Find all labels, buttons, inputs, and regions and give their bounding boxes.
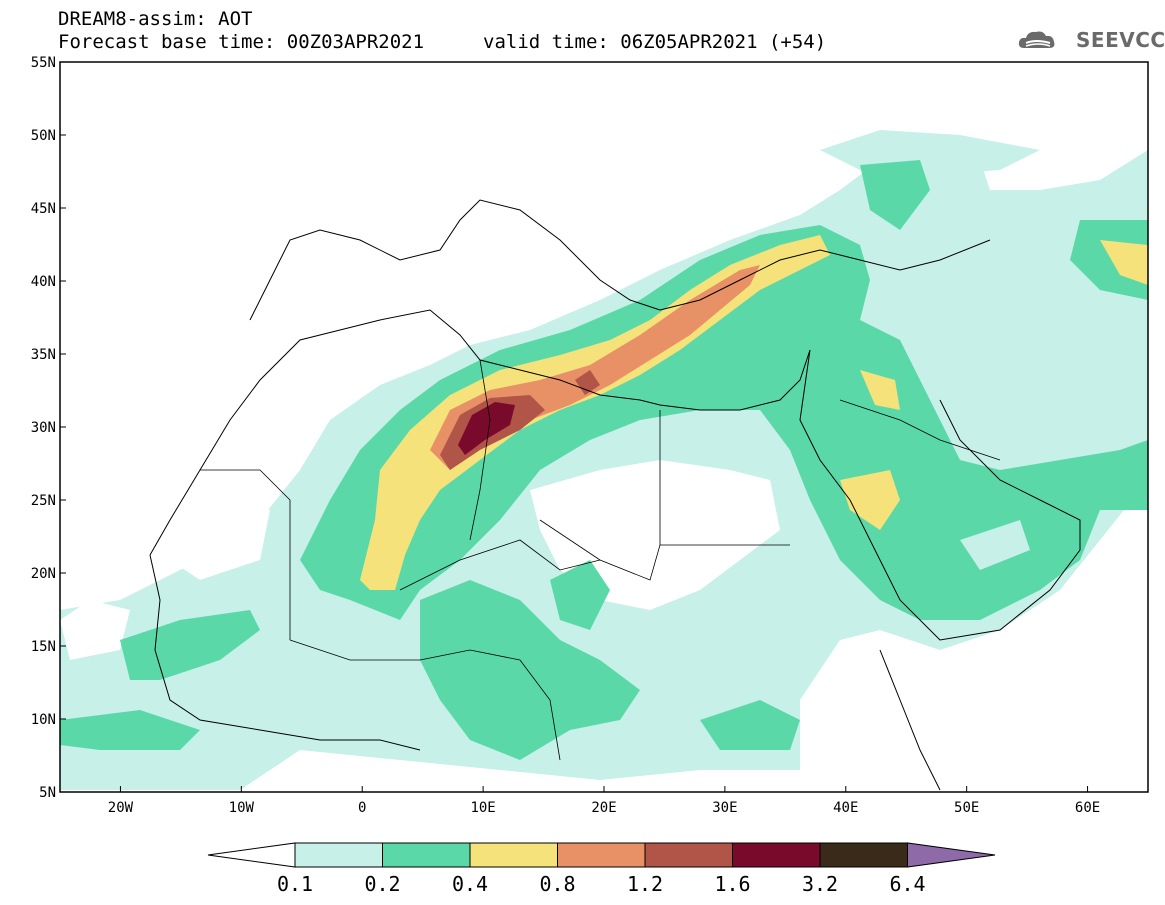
colorbar-label: 0.4 [452,872,488,896]
aot-region-medium [300,225,1148,620]
aot-fields [60,130,1148,790]
lat-tick-label: 30N [31,420,56,436]
lat-tick-label: 15N [31,639,56,655]
lon-tick-label: 50E [954,800,979,816]
colorbar-segment [732,842,821,868]
colorbar-label: 0.1 [277,872,313,896]
colorbar-segment [294,842,383,868]
colorbar-low-triangle [207,842,296,868]
colorbar-high-triangle [907,842,996,868]
lon-tick-label: 30E [712,800,737,816]
lat-tick-label: 45N [31,201,56,217]
lat-tick-label: 35N [31,347,56,363]
lat-tick-label: 25N [31,493,56,509]
colorbar-label: 3.2 [802,872,838,896]
lat-tick-label: 20N [31,566,56,582]
lon-tick-label: 40E [833,800,858,816]
colorbar-segment [644,842,733,868]
lon-tick-label: 10W [229,800,255,816]
lat-tick-label: 40N [31,274,56,290]
colorbar-label: 6.4 [889,872,925,896]
colorbar-segment [469,842,558,868]
valid-time: valid time: 06Z05APR2021 (+54) [483,31,827,53]
lat-tick-label: 10N [31,712,56,728]
colorbar-label: 0.8 [539,872,575,896]
aot-region-extreme [458,402,515,455]
lon-tick-label: 20W [108,800,134,816]
aot-region-high [360,235,830,590]
lon-tick-label: 10E [470,800,495,816]
map-title: DREAM8-assim: AOT [58,8,253,30]
borders [200,359,1001,761]
cloud-logo-icon [1018,31,1055,48]
colorbar-segment [819,842,908,868]
lat-axis: 55N 50N 45N 40N 35N 30N 25N 20N 15N 10N 5N [31,55,66,801]
lon-tick-label: 0 [358,800,366,816]
colorbar-label: 0.2 [364,872,400,896]
colorbar-label: 1.6 [714,872,750,896]
lat-tick-label: 5N [39,785,56,801]
lat-tick-label: 55N [31,55,56,71]
lon-axis: 20W 10W 0 10E 20E 30E 40E 50E 60E [108,786,1100,816]
lon-tick-label: 60E [1075,800,1100,816]
lat-tick-label: 50N [31,128,56,144]
colorbar-segment [382,842,471,868]
colorbar-segment [557,842,646,868]
forecast-base-time: Forecast base time: 00Z03APR2021 [58,31,425,53]
lon-tick-label: 20E [591,800,616,816]
logo-text: SEEVCCC [1076,28,1165,52]
colorbar: 0.1 0.2 0.4 0.8 1.2 1.6 3.2 6.4 [207,842,996,896]
colorbar-label: 1.2 [627,872,663,896]
